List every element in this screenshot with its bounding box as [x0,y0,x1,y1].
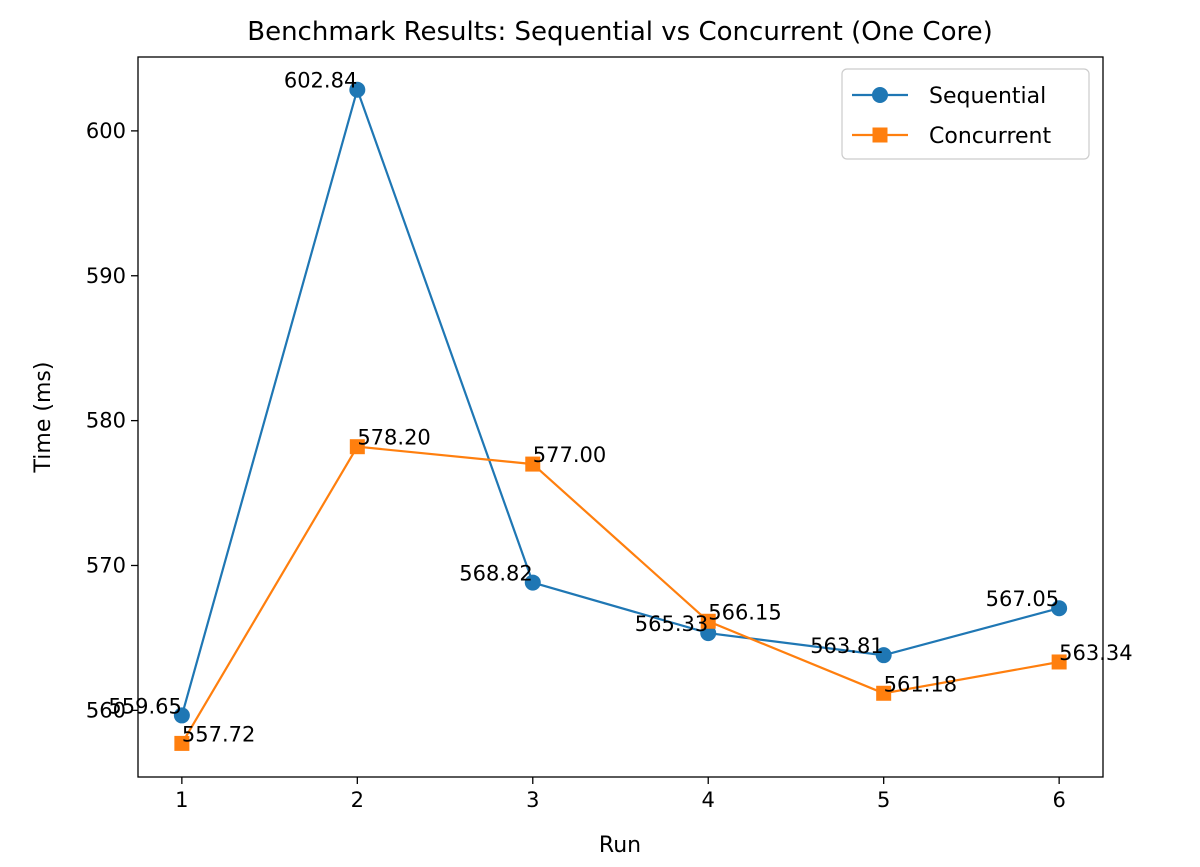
data-point-concurrent [1051,654,1067,670]
x-axis-ticks: 1 2 3 4 5 6 [175,777,1066,812]
data-point-concurrent [174,735,190,751]
data-label-sequential: 559.65 [108,694,181,718]
data-point-concurrent [349,439,365,455]
legend-label-sequential: Sequential [929,84,1046,109]
plot-frame [137,56,1104,778]
x-tick-label: 3 [526,788,539,812]
x-axis-label: Run [599,833,641,858]
data-label-sequential: 563.81 [810,634,883,658]
x-tick-label: 2 [351,788,364,812]
y-tick-label: 580 [86,409,126,433]
data-point-sequential [173,707,190,724]
y-tick-label: 590 [86,264,126,288]
data-label-sequential: 568.82 [459,562,532,586]
legend-label-concurrent: Concurrent [929,124,1052,149]
y-tick-label: 600 [86,119,126,143]
data-point-sequential [875,647,892,664]
legend-marker-sequential [872,87,888,103]
data-label-sequential: 567.05 [986,587,1059,611]
data-label-sequential: 565.33 [635,612,708,636]
series-layer [173,81,1068,751]
data-point-concurrent [525,456,541,472]
data-label-concurrent: 577.00 [533,443,606,467]
series-line-concurrent [180,445,1060,744]
x-tick-label: 5 [877,788,890,812]
data-label-concurrent: 563.34 [1059,641,1132,665]
y-axis-ticks: 560 570 580 590 600 [86,119,138,722]
data-point-concurrent [876,685,892,701]
y-axis-label: Time (ms) [31,362,56,474]
data-label-concurrent: 578.20 [357,426,430,450]
x-tick-label: 4 [702,788,715,812]
data-labels: 559.65 602.84 568.82 565.33 563.81 567.05 557.… [108,69,1132,747]
data-label-concurrent: 566.15 [708,600,781,624]
y-tick-label: 560 [86,698,126,722]
chart-title: Benchmark Results: Sequential vs Concurr… [247,17,993,47]
data-label-sequential: 602.84 [284,69,357,93]
x-tick-label: 6 [1052,788,1065,812]
x-tick-label: 1 [175,788,188,812]
y-tick-label: 570 [86,553,126,577]
data-point-sequential [349,81,366,98]
data-point-sequential [524,574,541,591]
legend: Sequential Concurrent [841,68,1090,160]
data-point-sequential [1051,600,1068,617]
data-label-concurrent: 561.18 [884,672,957,696]
legend-box [841,68,1090,160]
data-label-concurrent: 557.72 [182,722,255,746]
data-point-concurrent [700,613,716,629]
data-point-sequential [700,625,717,642]
legend-marker-concurrent [872,127,888,143]
series-line-sequential [180,86,1060,716]
